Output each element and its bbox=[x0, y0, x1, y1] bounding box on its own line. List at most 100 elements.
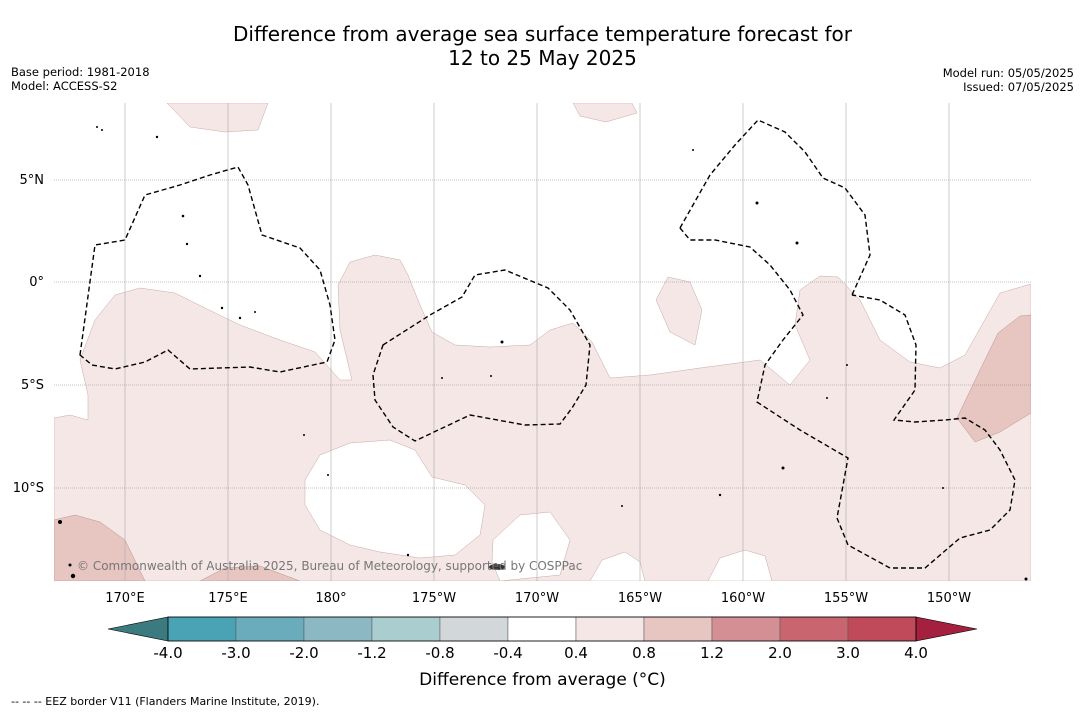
anomaly-patch-north-2 bbox=[572, 103, 638, 123]
colorbar-tick-label: -3.0 bbox=[221, 644, 251, 662]
colorbar-segment bbox=[303, 616, 373, 642]
eez-border-kiribati-line-mid bbox=[679, 227, 1016, 569]
island bbox=[406, 553, 410, 557]
copyright-notice: © Commonwealth of Australia 2025, Bureau… bbox=[77, 559, 582, 573]
island bbox=[238, 316, 242, 320]
island bbox=[303, 434, 305, 436]
colorbar-segment bbox=[779, 616, 849, 642]
colorbar-tick-label: -1.2 bbox=[357, 644, 387, 662]
island bbox=[795, 241, 799, 245]
islands bbox=[58, 126, 1028, 581]
island bbox=[68, 563, 72, 567]
colorbar-tick-label: 4.0 bbox=[904, 644, 928, 662]
eez-border-kiribati-gilbert bbox=[79, 166, 336, 373]
colorbar-segment bbox=[167, 616, 237, 642]
anomaly-region-0.8-1.2-east bbox=[956, 314, 1031, 443]
lat-labels: 5°N 0° 5°S 10°S bbox=[13, 173, 44, 496]
colorbar-segment bbox=[575, 616, 645, 642]
colorbar-outline bbox=[167, 616, 917, 642]
lon-label-180: 180° bbox=[315, 591, 346, 606]
colorbar-segment bbox=[507, 616, 577, 642]
model-run-date: Model run: 05/05/2025 bbox=[942, 66, 1074, 80]
issued-date: Issued: 07/05/2025 bbox=[963, 80, 1074, 94]
lon-label-175e: 175°E bbox=[208, 591, 248, 606]
eez-footnote: -- -- -- EEZ border V11 (Flanders Marine… bbox=[11, 695, 320, 708]
base-info: Base period: 1981-2018 Model: ACCESS-S2 bbox=[11, 65, 150, 93]
colorbar-segment bbox=[371, 616, 441, 642]
island bbox=[1024, 577, 1028, 581]
colorbar bbox=[107, 616, 978, 642]
title-line-1: Difference from average sea surface temp… bbox=[232, 22, 852, 46]
island bbox=[185, 242, 189, 246]
island bbox=[70, 573, 76, 579]
lon-label-165w: 165°W bbox=[618, 591, 662, 606]
eez-borders bbox=[79, 119, 1016, 569]
anomaly-patch-central bbox=[655, 276, 703, 346]
lon-label-175w: 175°W bbox=[412, 591, 456, 606]
colorbar-title: Difference from average (°C) bbox=[419, 670, 666, 690]
island bbox=[500, 340, 504, 344]
lon-label-155w: 155°W bbox=[824, 591, 868, 606]
title-line-2: 12 to 25 May 2025 bbox=[448, 46, 637, 70]
colorbar-tick-label: 2.0 bbox=[768, 644, 792, 662]
colorbar-tick-label: 0.4 bbox=[564, 644, 588, 662]
island bbox=[327, 474, 329, 476]
island bbox=[58, 520, 62, 524]
lon-label-170w: 170°W bbox=[515, 591, 559, 606]
base-period: Base period: 1981-2018 bbox=[11, 65, 150, 79]
neutral-region-south bbox=[304, 439, 486, 559]
map-title: Difference from average sea surface temp… bbox=[0, 22, 1085, 70]
colorbar-tick-label: -4.0 bbox=[153, 644, 183, 662]
colorbar-tick-label: -2.0 bbox=[289, 644, 319, 662]
island bbox=[755, 201, 759, 205]
colorbar-segment bbox=[439, 616, 509, 642]
island bbox=[942, 487, 944, 489]
colorbar-segment bbox=[643, 616, 713, 642]
island bbox=[692, 149, 694, 151]
run-info: Model run: 05/05/2025 Issued: 07/05/2025 bbox=[943, 66, 1074, 94]
eez-border-tokelau bbox=[372, 269, 591, 442]
island bbox=[181, 214, 185, 218]
lon-label-160w: 160°W bbox=[721, 591, 765, 606]
neutral-region-south-3 bbox=[589, 551, 646, 581]
colorbar-segment bbox=[711, 616, 781, 642]
colorbar-extend-high bbox=[915, 616, 978, 642]
lat-label-10s: 10°S bbox=[13, 481, 44, 496]
colorbar-tick-label: -0.8 bbox=[425, 644, 455, 662]
anomaly-patch-north-1 bbox=[166, 103, 269, 133]
anomaly-region-0.4-0.8 bbox=[54, 254, 1031, 581]
colorbar-tick-label: 0.8 bbox=[632, 644, 656, 662]
anomaly-region-0.8-1.2-south bbox=[199, 565, 301, 581]
island bbox=[220, 306, 224, 310]
island-group bbox=[489, 564, 505, 570]
colorbar-tick-label: -0.4 bbox=[493, 644, 523, 662]
colorbar-tick-label: 1.2 bbox=[700, 644, 724, 662]
island bbox=[621, 505, 623, 507]
island bbox=[96, 126, 98, 128]
lon-label-170e: 170°E bbox=[105, 591, 145, 606]
lat-label-5n: 5°N bbox=[20, 173, 45, 188]
island bbox=[718, 493, 722, 497]
island bbox=[490, 375, 492, 377]
lon-label-150w: 150°W bbox=[927, 591, 971, 606]
island bbox=[198, 274, 202, 278]
colorbar-segment bbox=[847, 616, 917, 642]
island bbox=[155, 135, 159, 139]
colorbar-tick-label: 3.0 bbox=[836, 644, 860, 662]
island bbox=[846, 364, 848, 366]
island bbox=[781, 466, 785, 470]
neutral-region-south-4 bbox=[707, 549, 773, 581]
lat-label-0: 0° bbox=[29, 275, 44, 290]
model-name: Model: ACCESS-S2 bbox=[11, 79, 118, 93]
island bbox=[826, 397, 828, 399]
graticule-meridians bbox=[124, 103, 950, 581]
colorbar-extend-low bbox=[107, 616, 169, 642]
island bbox=[101, 129, 103, 131]
colorbar-segment bbox=[235, 616, 305, 642]
lat-label-5s: 5°S bbox=[21, 378, 44, 393]
island bbox=[254, 311, 256, 313]
lon-labels: 170°E 175°E 180° 175°W 170°W 165°W 160°W… bbox=[105, 591, 971, 606]
island bbox=[441, 377, 443, 379]
graticule bbox=[54, 179, 1031, 489]
